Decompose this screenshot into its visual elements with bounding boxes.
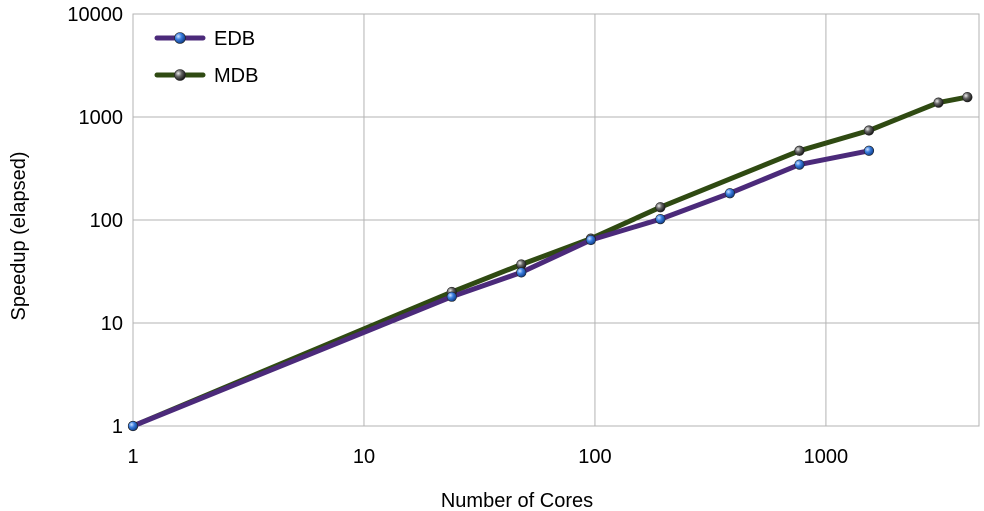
y-tick-label: 10 [101, 313, 123, 335]
data-point-mdb [863, 125, 875, 136]
series-line-edb [130, 148, 872, 429]
data-point-edb [127, 420, 139, 432]
data-point-edb [724, 188, 736, 199]
y-tick-label: 10000 [67, 4, 123, 26]
data-point-edb [585, 234, 596, 246]
x-tick-label: 10 [353, 446, 375, 468]
y-tick-label: 100 [90, 210, 123, 232]
x-axis-title: Number of Cores [441, 490, 593, 511]
x-tick-label: 100 [578, 446, 611, 468]
x-tick-label: 1 [127, 446, 138, 468]
data-point-edb [863, 145, 875, 156]
data-point-edb [794, 159, 805, 170]
tick-labels: 1 10 100 1000 10000 1 10 100 1000 [67, 4, 848, 468]
data-point-edb [446, 291, 457, 302]
legend-label-edb: EDB [214, 28, 255, 50]
y-axis-title: Speedup (elapsed) [8, 151, 30, 320]
data-point-mdb [933, 97, 944, 108]
y-tick-label: 1000 [79, 107, 124, 129]
legend: EDB MDB [154, 28, 258, 87]
data-point-mdb [655, 202, 666, 213]
legend-marker-edb [174, 32, 186, 44]
data-point-edb [516, 267, 527, 278]
series-layer [127, 92, 973, 432]
gridlines [133, 13, 979, 426]
data-point-edb [655, 214, 666, 225]
x-tick-label: 1000 [804, 446, 849, 468]
data-point-mdb [962, 92, 973, 103]
data-point-mdb [794, 145, 805, 156]
legend-label-mdb: MDB [214, 65, 258, 87]
y-tick-label: 1 [112, 416, 123, 438]
legend-marker-mdb [174, 69, 186, 81]
